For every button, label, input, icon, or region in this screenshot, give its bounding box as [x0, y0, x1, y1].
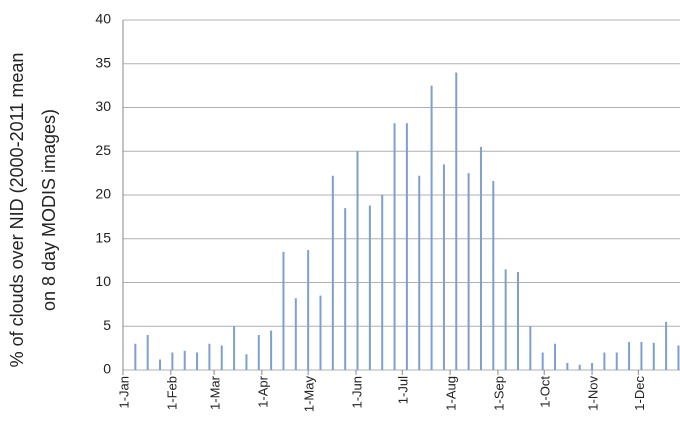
bar — [640, 342, 643, 370]
bar — [393, 123, 396, 370]
bar — [529, 326, 532, 370]
bar — [368, 205, 371, 370]
bar — [455, 72, 458, 370]
x-tick-label: 1-Jan — [116, 376, 131, 409]
bar — [628, 342, 631, 370]
bar — [196, 352, 199, 370]
y-tick-label: 40 — [95, 11, 111, 27]
bar — [331, 175, 334, 370]
x-tick-label: 1-Jul — [396, 376, 411, 404]
x-tick-label: 1-Jun — [349, 376, 364, 409]
bar — [591, 363, 594, 370]
bar — [220, 345, 223, 370]
y-axis-title: % of clouds over NID (2000-2011 mean — [7, 53, 27, 368]
y-tick-label: 35 — [95, 54, 111, 70]
bar — [541, 352, 544, 370]
bar — [578, 364, 581, 370]
bar — [677, 345, 680, 370]
bar — [381, 195, 384, 370]
bar — [479, 146, 482, 370]
x-tick-label: 1-May — [302, 376, 317, 413]
bar — [233, 326, 236, 370]
bar — [566, 363, 569, 370]
bar — [159, 359, 162, 370]
bar — [171, 352, 174, 370]
bar — [208, 343, 211, 370]
bar — [146, 335, 149, 370]
y-tick-label: 15 — [95, 229, 111, 245]
y-tick-label: 10 — [95, 273, 111, 289]
bar — [134, 343, 137, 370]
y-axis-title: on 8 day MODIS images) — [39, 109, 59, 311]
bar — [356, 151, 359, 370]
bar — [270, 330, 273, 370]
bar — [307, 250, 310, 370]
bar — [183, 350, 186, 370]
bar — [652, 342, 655, 370]
y-tick-label: 0 — [103, 361, 111, 377]
bar — [442, 164, 445, 370]
bar — [282, 251, 285, 370]
bar — [418, 175, 421, 370]
bar — [603, 352, 606, 370]
bar — [430, 85, 433, 370]
y-tick-label: 30 — [95, 98, 111, 114]
y-tick-label: 20 — [95, 186, 111, 202]
bar — [504, 269, 507, 370]
bar — [257, 335, 260, 370]
x-tick-label: 1-Dec — [632, 376, 647, 411]
y-tick-label: 5 — [103, 317, 111, 333]
x-tick-label: 1-Oct — [538, 376, 553, 408]
bar — [245, 354, 248, 370]
bar — [294, 298, 297, 370]
bar — [615, 352, 618, 370]
x-tick-label: 1-Mar — [207, 375, 222, 410]
bar — [405, 123, 408, 370]
bar — [492, 181, 495, 370]
bar — [516, 272, 519, 370]
bar — [665, 321, 668, 370]
bar — [319, 295, 322, 370]
bar — [344, 208, 347, 370]
x-tick-label: 1-Nov — [585, 376, 600, 411]
x-tick-label: 1-Apr — [255, 375, 270, 407]
x-tick-label: 1-Feb — [164, 376, 179, 410]
y-tick-label: 25 — [95, 142, 111, 158]
bar — [554, 343, 557, 370]
bar — [467, 173, 470, 370]
x-tick-label: 1-Aug — [444, 376, 459, 411]
x-tick-label: 1-Sep — [491, 376, 506, 411]
